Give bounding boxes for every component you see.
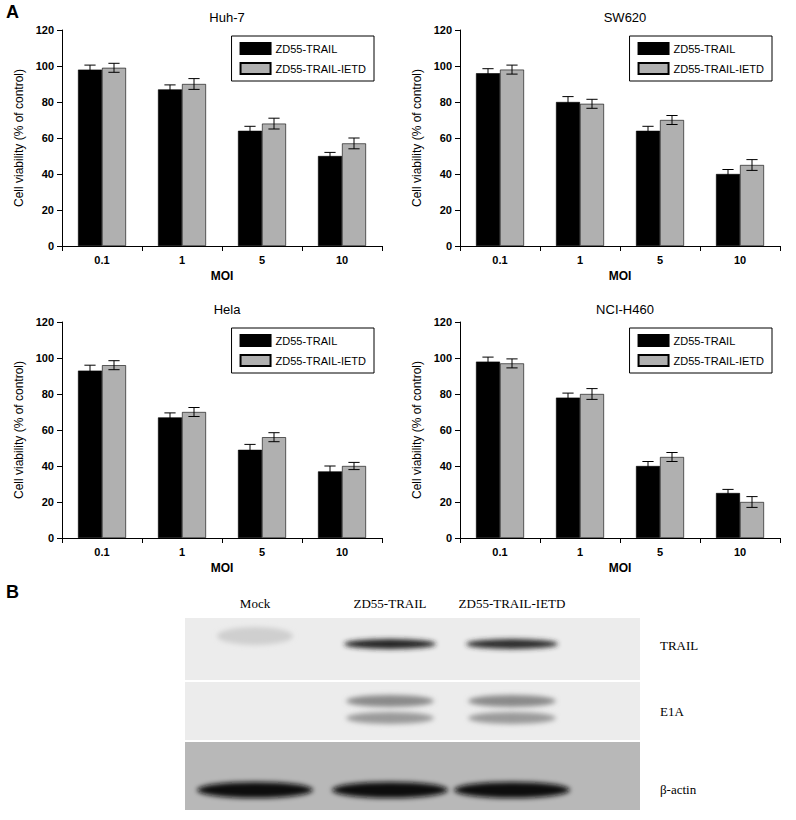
- svg-text:MOI: MOI: [211, 269, 234, 283]
- svg-text:10: 10: [336, 254, 348, 266]
- svg-text:E1A: E1A: [660, 704, 684, 719]
- svg-text:SW620: SW620: [604, 10, 647, 25]
- svg-text:20: 20: [42, 496, 54, 508]
- svg-text:β-actin: β-actin: [660, 782, 697, 797]
- svg-text:ZD55-TRAIL-IETD: ZD55-TRAIL-IETD: [674, 63, 765, 75]
- svg-text:60: 60: [440, 132, 452, 144]
- svg-text:0.1: 0.1: [492, 546, 507, 558]
- svg-text:Mock: Mock: [240, 596, 271, 611]
- svg-text:Cell viability (% of control): Cell viability (% of control): [12, 361, 26, 499]
- svg-text:ZD55-TRAIL: ZD55-TRAIL: [674, 43, 736, 55]
- svg-text:ZD55-TRAIL: ZD55-TRAIL: [674, 335, 736, 347]
- svg-text:ZD55-TRAIL: ZD55-TRAIL: [354, 596, 427, 611]
- svg-text:80: 80: [440, 96, 452, 108]
- svg-text:ZD55-TRAIL-IETD: ZD55-TRAIL-IETD: [459, 596, 566, 611]
- svg-text:20: 20: [440, 204, 452, 216]
- svg-text:TRAIL: TRAIL: [660, 638, 698, 653]
- svg-text:120: 120: [36, 316, 54, 328]
- svg-text:0.1: 0.1: [94, 254, 109, 266]
- svg-text:ZD55-TRAIL: ZD55-TRAIL: [276, 335, 338, 347]
- svg-text:Cell viability (% of control): Cell viability (% of control): [12, 69, 26, 207]
- svg-text:60: 60: [42, 424, 54, 436]
- svg-text:80: 80: [42, 96, 54, 108]
- svg-text:NCI-H460: NCI-H460: [596, 302, 654, 317]
- svg-text:MOI: MOI: [211, 561, 234, 575]
- svg-text:80: 80: [42, 388, 54, 400]
- svg-text:5: 5: [657, 254, 663, 266]
- svg-text:ZD55-TRAIL-IETD: ZD55-TRAIL-IETD: [674, 355, 765, 367]
- svg-text:60: 60: [42, 132, 54, 144]
- svg-text:1: 1: [179, 254, 185, 266]
- svg-text:60: 60: [440, 424, 452, 436]
- svg-text:0: 0: [446, 532, 452, 544]
- svg-text:5: 5: [259, 254, 265, 266]
- svg-text:0: 0: [48, 240, 54, 252]
- html-text:A: A: [6, 2, 19, 22]
- svg-text:1: 1: [179, 546, 185, 558]
- svg-text:40: 40: [42, 460, 54, 472]
- html-text:B: B: [6, 582, 19, 602]
- svg-text:ZD55-TRAIL-IETD: ZD55-TRAIL-IETD: [276, 63, 367, 75]
- svg-text:5: 5: [657, 546, 663, 558]
- svg-text:1: 1: [577, 254, 583, 266]
- svg-text:100: 100: [36, 60, 54, 72]
- svg-text:10: 10: [336, 546, 348, 558]
- svg-text:0.1: 0.1: [492, 254, 507, 266]
- svg-text:5: 5: [259, 546, 265, 558]
- svg-text:40: 40: [42, 168, 54, 180]
- svg-text:0: 0: [48, 532, 54, 544]
- svg-text:Cell viability (% of control): Cell viability (% of control): [410, 69, 424, 207]
- svg-text:1: 1: [577, 546, 583, 558]
- svg-text:Huh-7: Huh-7: [209, 10, 244, 25]
- svg-text:80: 80: [440, 388, 452, 400]
- svg-text:ZD55-TRAIL: ZD55-TRAIL: [276, 43, 338, 55]
- svg-text:ZD55-TRAIL-IETD: ZD55-TRAIL-IETD: [276, 355, 367, 367]
- svg-text:20: 20: [440, 496, 452, 508]
- svg-text:0: 0: [446, 240, 452, 252]
- svg-text:Hela: Hela: [214, 302, 242, 317]
- svg-text:100: 100: [36, 352, 54, 364]
- svg-text:100: 100: [434, 60, 452, 72]
- svg-text:Cell viability (% of control): Cell viability (% of control): [410, 361, 424, 499]
- svg-text:MOI: MOI: [609, 561, 632, 575]
- svg-text:10: 10: [734, 546, 746, 558]
- svg-text:20: 20: [42, 204, 54, 216]
- svg-text:100: 100: [434, 352, 452, 364]
- svg-text:40: 40: [440, 168, 452, 180]
- svg-text:MOI: MOI: [609, 269, 632, 283]
- svg-text:40: 40: [440, 460, 452, 472]
- svg-text:120: 120: [36, 24, 54, 36]
- svg-text:120: 120: [434, 24, 452, 36]
- svg-text:0.1: 0.1: [94, 546, 109, 558]
- svg-text:10: 10: [734, 254, 746, 266]
- svg-text:120: 120: [434, 316, 452, 328]
